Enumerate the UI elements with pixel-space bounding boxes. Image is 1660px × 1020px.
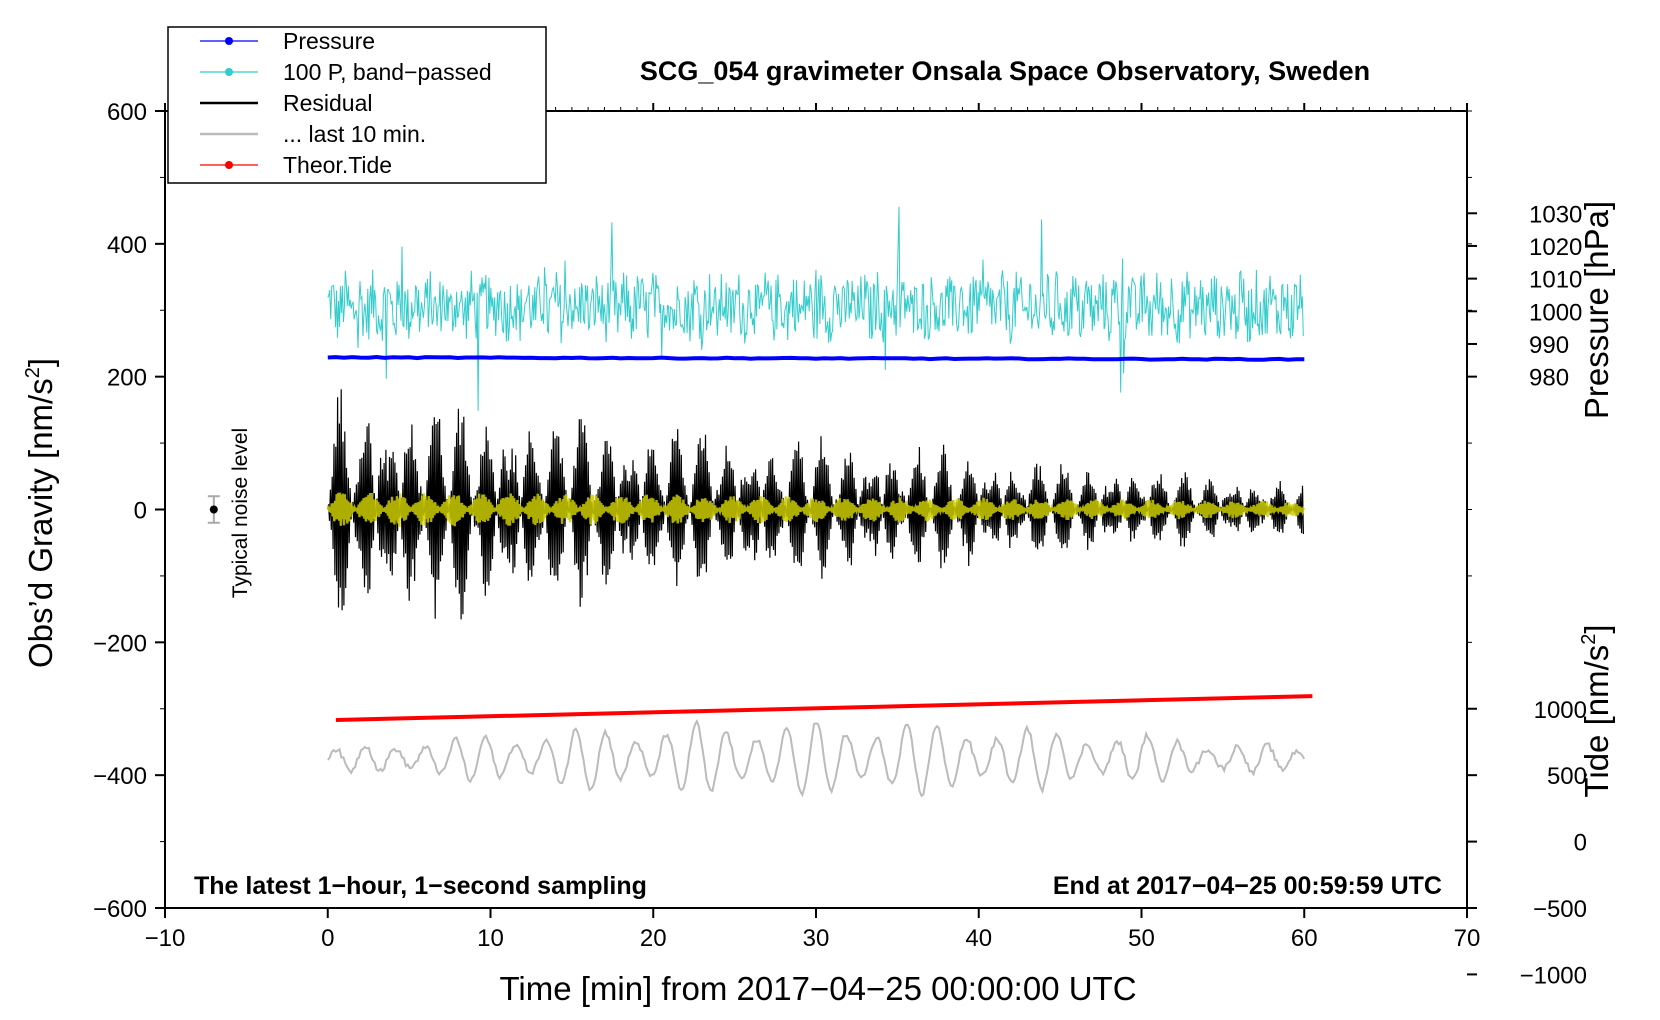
series-layer <box>207 206 1313 798</box>
noise-marker <box>207 495 220 524</box>
legend: Pressure 100 P, band−passed Residual ... la… <box>167 26 547 184</box>
y-label-tide-text: Tide [nm/s <box>1578 645 1615 798</box>
x-tick-label: 70 <box>1454 925 1481 952</box>
x-tick-label: 0 <box>321 925 334 952</box>
x-tick-label: 40 <box>965 925 992 952</box>
y-label-left-sup: 2 <box>22 367 44 378</box>
y-tick-label: 600 <box>107 99 147 126</box>
y-label-tide-close: ] <box>1578 624 1615 633</box>
pressure-tick-label: 990 <box>1529 332 1569 359</box>
legend-marker <box>225 68 233 76</box>
noise-level-label: Typical noise level <box>229 428 252 598</box>
tide-tick-label: 500 <box>1547 763 1587 790</box>
legend-label: ... last 10 min. <box>283 121 426 147</box>
x-tick-label: −10 <box>145 925 186 952</box>
series-theor-tide <box>335 694 1313 723</box>
series-last-10-min <box>327 718 1306 798</box>
legend-item: Residual <box>200 90 373 116</box>
y-tick-label: 0 <box>134 498 147 525</box>
pressure-tick-label: 1010 <box>1529 267 1582 294</box>
y-tick-label: −200 <box>93 630 147 657</box>
legend-item: Theor.Tide <box>200 152 392 178</box>
legend-item: 100 P, band−passed <box>200 59 492 85</box>
legend-label: Pressure <box>283 28 375 54</box>
tide-tick-label: −500 <box>1533 896 1587 923</box>
pressure-tick-label: 1020 <box>1529 234 1582 261</box>
tide-tick-label: 0 <box>1574 830 1587 857</box>
y-axis-label-left: Obs’d Gravity [nm/s2] <box>22 358 59 668</box>
legend-label: Residual <box>283 90 373 116</box>
y-label-left-text: Obs’d Gravity [nm/s <box>22 378 59 668</box>
legend-item: Pressure <box>200 28 375 54</box>
noise-point <box>209 505 218 514</box>
x-tick-label: 20 <box>640 925 667 952</box>
pressure-tick-label: 1000 <box>1529 299 1582 326</box>
legend-box <box>167 26 547 184</box>
series-residual-filtered <box>326 492 1306 527</box>
tide-tick-label: −1000 <box>1520 962 1587 989</box>
y-tick-label: −600 <box>93 896 147 923</box>
legend-marker <box>225 37 233 45</box>
y-tick-label: 200 <box>107 365 147 392</box>
tide-tick-label: 1000 <box>1534 697 1587 724</box>
series-residual <box>327 389 1304 620</box>
x-tick-label: 60 <box>1291 925 1318 952</box>
x-axis-label: Time [min] from 2017−04−25 00:00:00 UTC <box>499 970 1136 1007</box>
series-bandpassed-pressure <box>327 206 1304 411</box>
x-tick-label: 50 <box>1128 925 1155 952</box>
y-label-left-close: ] <box>22 358 59 367</box>
y-tick-label: −400 <box>93 763 147 790</box>
chart-title: SCG_054 gravimeter Onsala Space Observat… <box>640 56 1370 86</box>
legend-item: ... last 10 min. <box>200 121 426 147</box>
y-label-tide-sup: 2 <box>1578 634 1600 645</box>
pressure-tick-label: 980 <box>1529 365 1569 392</box>
annotation-right: End at 2017−04−25 00:59:59 UTC <box>1053 872 1442 900</box>
axes-layer: −10 0 10 20 30 40 50 60 70−600−400−2000200400600… <box>93 99 1587 989</box>
legend-label: 100 P, band−passed <box>283 59 492 85</box>
y-axis-label-tide: Tide [nm/s2] <box>1578 624 1615 797</box>
annotation-left: The latest 1−hour, 1−second sampling <box>194 872 647 900</box>
x-tick-label: 30 <box>803 925 830 952</box>
legend-label: Theor.Tide <box>283 152 392 178</box>
legend-marker <box>225 161 233 169</box>
series-pressure <box>327 354 1305 362</box>
x-tick-label: 10 <box>477 925 504 952</box>
y-tick-label: 400 <box>107 232 147 259</box>
y-axis-label-pressure: Pressure [hPa] <box>1578 201 1615 419</box>
pressure-tick-label: 1030 <box>1529 201 1582 228</box>
